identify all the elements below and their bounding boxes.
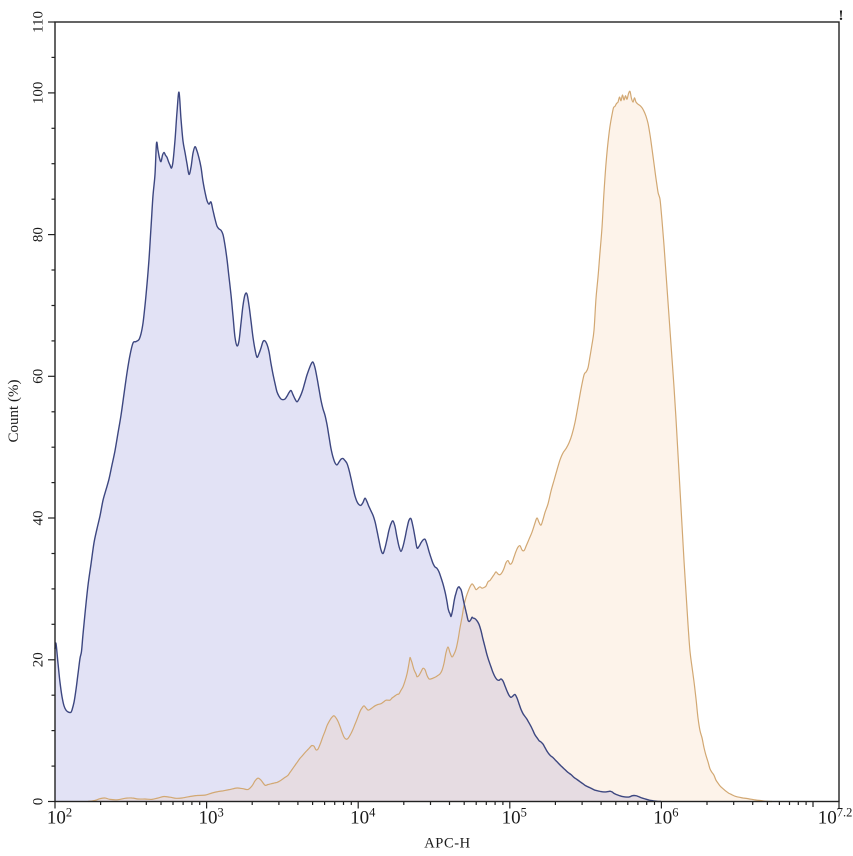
svg-text:20: 20 — [31, 652, 47, 667]
svg-text:100: 100 — [31, 82, 47, 105]
svg-text:40: 40 — [31, 511, 47, 526]
svg-text:80: 80 — [31, 227, 47, 242]
svg-text:Count (%): Count (%) — [6, 380, 22, 443]
svg-text:APC-H: APC-H — [424, 836, 471, 852]
svg-text:106: 106 — [653, 806, 678, 829]
svg-text:!: ! — [839, 8, 844, 24]
svg-text:0: 0 — [31, 798, 47, 806]
svg-text:110: 110 — [31, 11, 47, 33]
svg-text:105: 105 — [502, 806, 527, 829]
svg-text:60: 60 — [31, 369, 47, 384]
svg-text:103: 103 — [198, 806, 223, 829]
svg-text:102: 102 — [47, 806, 72, 829]
